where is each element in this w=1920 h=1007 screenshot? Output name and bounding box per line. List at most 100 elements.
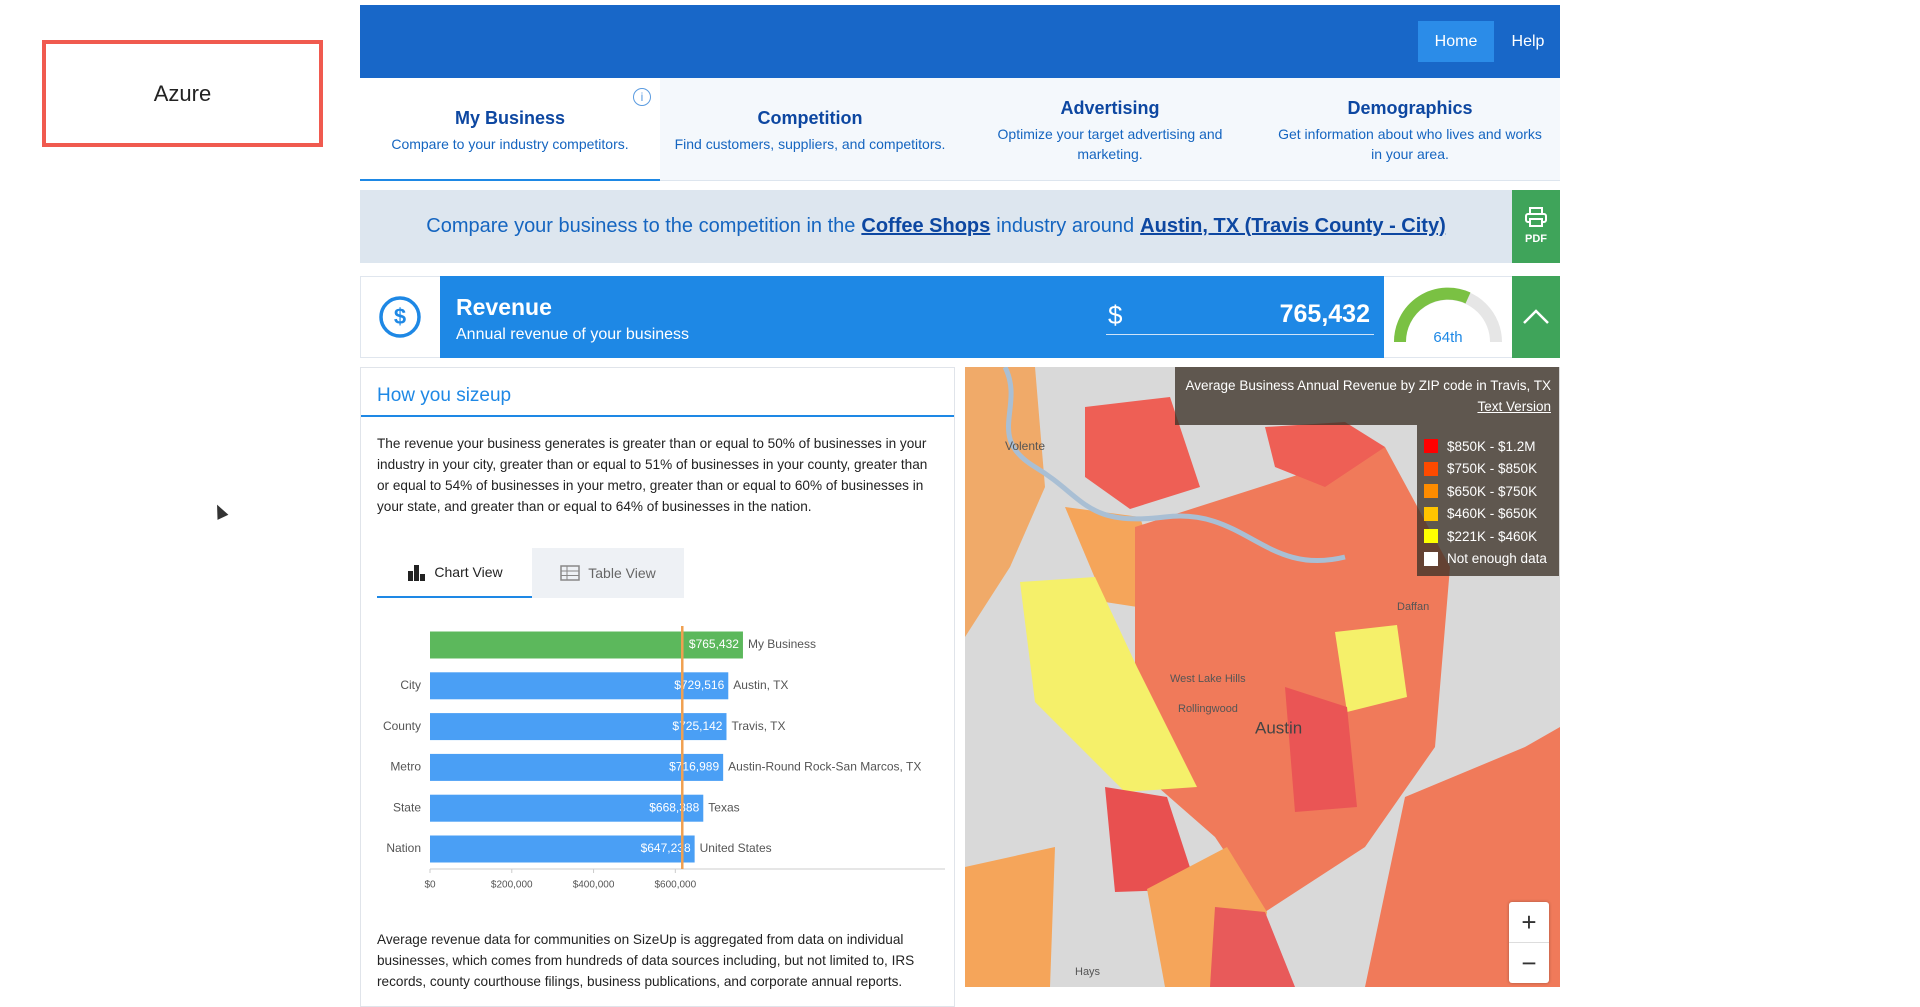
percentile-label: 64th	[1433, 329, 1462, 346]
legend-swatch	[1424, 484, 1438, 499]
map-title-box: Average Business Annual Revenue by ZIP c…	[1175, 367, 1559, 425]
place-label: Hays	[1075, 966, 1101, 978]
place-label: Daffan	[1397, 601, 1429, 613]
legend-label: $460K - $650K	[1447, 506, 1538, 522]
legend-swatch	[1424, 551, 1438, 566]
table-icon	[560, 565, 581, 581]
percentile-gauge: 64th	[1393, 287, 1502, 346]
legend-label: $750K - $850K	[1447, 461, 1538, 477]
tab-title: Competition	[757, 108, 863, 128]
zoom-controls: + −	[1509, 902, 1549, 983]
bar	[430, 794, 704, 822]
value-label: $729,516	[674, 678, 724, 692]
tab[interactable]: Competition Find customers, suppliers, an…	[660, 78, 960, 181]
pdf-label: PDF	[1525, 233, 1547, 245]
revenue-subtitle: Annual revenue of your business	[456, 326, 690, 343]
view-toggle[interactable]: Table View	[532, 548, 684, 598]
tab-title: Demographics	[1347, 98, 1473, 118]
tab-title: My Business	[454, 108, 566, 128]
bar-name: Austin-Round Rock-San Marcos, TX	[728, 760, 921, 774]
place-label: Rollingwood	[1178, 703, 1238, 715]
map-legend: $850K - $1.2M $750K - $850K $650K - $750K $…	[1417, 425, 1559, 576]
bar-name: Austin, TX	[733, 678, 788, 692]
tab[interactable]: My Business Compare to your industry comp…	[360, 78, 660, 181]
banner-text: industry around	[996, 215, 1135, 237]
legend-label: $650K - $750K	[1447, 483, 1538, 499]
nav-home[interactable]: Home	[1418, 21, 1494, 62]
printer-icon	[1525, 207, 1547, 227]
bar-name: Texas	[708, 800, 739, 814]
x-tick-label: $0	[424, 880, 436, 891]
tab-subtitle: Compare to your industry competitors.	[391, 136, 629, 152]
legend-item: $221K - $460K	[1417, 525, 1559, 548]
legend-label: $850K - $1.2M	[1447, 438, 1536, 454]
banner-text: Compare your business to the competition…	[426, 215, 856, 237]
place-label: West Lake Hills	[1170, 673, 1246, 685]
legend-swatch	[1424, 439, 1438, 454]
header-bar	[360, 5, 1560, 78]
legend-swatch	[1424, 461, 1438, 476]
bar-name: United States	[700, 841, 772, 855]
category-label: Metro	[390, 760, 421, 774]
bar-chart: $0 $200,000 $400,000 $600,000 $765,432 My Bus…	[383, 626, 945, 891]
collapse-button[interactable]	[1512, 276, 1560, 358]
x-tick-label: $400,000	[573, 880, 615, 891]
revenue-value: 765,432	[1279, 300, 1370, 328]
cursor	[211, 502, 229, 520]
tab[interactable]: Advertising Optimize your target advertis…	[960, 78, 1260, 181]
banner-link[interactable]: Coffee Shops	[861, 215, 991, 237]
place-label: Volente	[1005, 439, 1045, 453]
bar	[430, 835, 695, 863]
map-title: Average Business Annual Revenue by ZIP c…	[1185, 378, 1551, 393]
legend-swatch	[1424, 506, 1438, 521]
bar	[430, 672, 729, 700]
value-label: $725,142	[672, 719, 722, 733]
value-label: $668,388	[649, 800, 699, 814]
category-label: State	[393, 800, 421, 814]
zoom-out[interactable]: −	[1521, 948, 1537, 978]
chart-icon	[408, 565, 426, 581]
view-label: Chart View	[434, 564, 503, 580]
banner-link[interactable]: Austin, TX (Travis County - City)	[1140, 215, 1446, 237]
tab-title: Advertising	[1060, 98, 1160, 118]
category-label: County	[383, 719, 421, 733]
view-label: Table View	[588, 565, 656, 581]
sizeup-footnote: Average revenue data for communities on …	[377, 932, 915, 989]
tab-subtitle: Find customers, suppliers, and competito…	[674, 136, 946, 152]
sidebar-box[interactable]: Azure	[42, 40, 323, 147]
value-label: $765,432	[689, 637, 739, 651]
tab[interactable]: Demographics Get information about who li…	[1260, 78, 1560, 181]
tab-subtitle: Get information about who lives and work…	[1278, 126, 1542, 162]
bar	[430, 753, 724, 781]
legend-label: $221K - $460K	[1447, 528, 1538, 544]
revenue-title: Revenue	[456, 294, 552, 320]
sidebar-label: Azure	[153, 80, 212, 106]
legend-label: Not enough data	[1447, 551, 1547, 567]
zoom-in[interactable]: +	[1509, 902, 1549, 943]
tab-subtitle: Optimize your target advertising and mar…	[997, 126, 1223, 162]
legend-item: $650K - $750K	[1417, 480, 1559, 503]
chevron-up	[1523, 309, 1549, 324]
pointer	[428, 306, 440, 328]
revenue-input[interactable]: $ 765,432	[1106, 298, 1374, 335]
legend-item: $460K - $650K	[1417, 503, 1559, 526]
place-label: Austin	[1255, 718, 1302, 737]
value-label: $647,238	[641, 841, 691, 855]
banner: Compare your business to the competition…	[360, 190, 1512, 263]
legend-item: $850K - $1.2M	[1417, 435, 1559, 458]
category-label: Nation	[386, 841, 421, 855]
legend-item: $750K - $850K	[1417, 458, 1559, 481]
nav-help[interactable]: Help	[1511, 32, 1545, 50]
dollar-icon: $	[379, 296, 421, 338]
pdf-button[interactable]: PDF	[1512, 190, 1560, 263]
legend-swatch	[1424, 529, 1438, 544]
info-icon[interactable]: i	[633, 88, 651, 106]
bar	[430, 713, 727, 741]
view-toggle[interactable]: Chart View	[377, 548, 532, 598]
revenue-panel: Revenue Annual revenue of your business …	[440, 276, 1384, 358]
x-tick-label: $200,000	[491, 880, 533, 891]
bar	[430, 631, 743, 659]
heading-rule	[361, 415, 954, 417]
map-link[interactable]: Text Version	[1477, 399, 1551, 414]
